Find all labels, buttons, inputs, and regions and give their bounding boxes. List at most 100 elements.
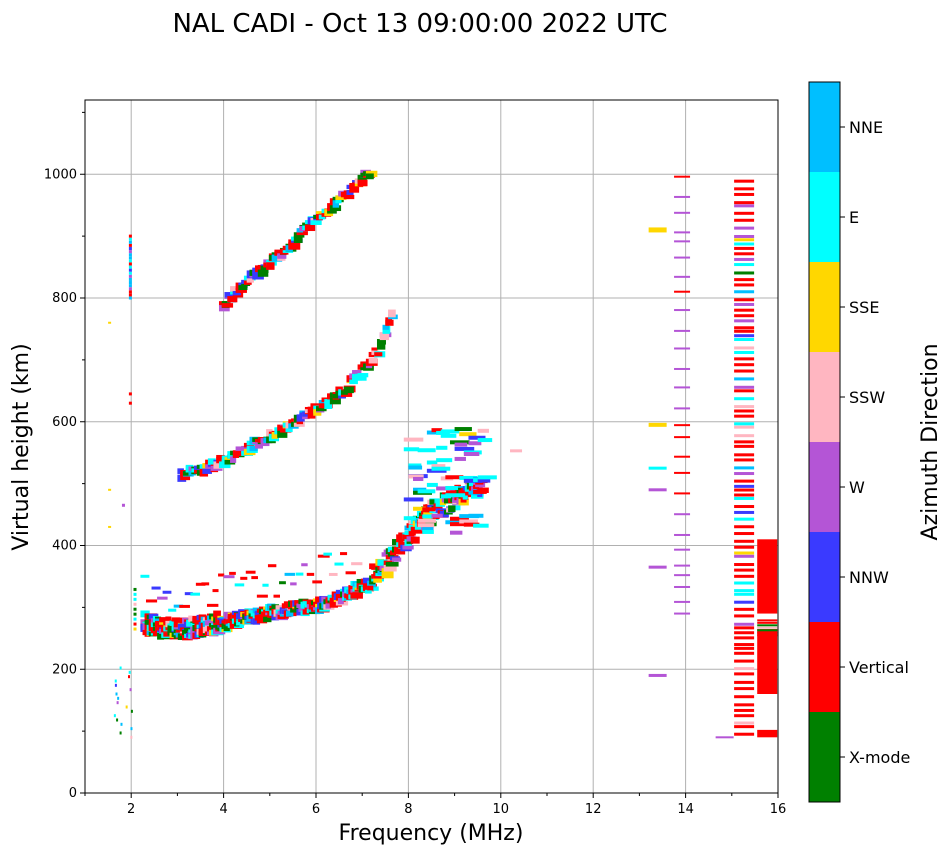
echo-pixel [734,242,755,246]
echo-pixel [734,409,755,413]
echo-pixel [251,576,258,580]
echo-pixel [151,586,161,590]
echo-pixel [373,577,382,583]
echo-pixel [403,437,424,442]
echo-pixel [234,583,245,587]
echo-pixel [648,565,667,569]
echo-pixel [734,350,755,354]
echo-pixel [734,636,755,640]
echo-pixel [365,173,374,180]
echo-pixel [715,736,734,739]
echo-pixel [235,287,247,293]
echo-pixel [301,563,308,567]
echo-pixel [734,581,755,585]
echo-pixel [266,262,275,270]
echo-pixel [734,338,755,342]
echo-pixel [213,610,221,618]
echo-pixel [454,446,475,451]
echo-pixel [734,554,755,558]
echo-pixel [385,317,393,325]
echo-pixel [271,604,280,609]
y-axis-ticks: 0 200 400 600 800 1000 [44,111,85,801]
echo-pixel [356,578,363,584]
echo-pixel [394,547,406,555]
echo-pixel [256,618,268,624]
echo-pixel [381,552,393,557]
echo-pixel [157,632,165,640]
echo-pixel [125,705,128,709]
echo-pixel [221,303,234,308]
echo-pixel [394,546,407,551]
echo-pixel [369,579,376,585]
echo-pixel [431,513,443,518]
echo-pixel [734,377,755,381]
echo-pixel [454,442,468,447]
echo-pixel [674,195,691,198]
echo-pixel [734,252,755,256]
echo-pixel [734,525,755,529]
echo-pixel [260,265,269,274]
echo-pixel [403,497,424,502]
echo-pixel [128,675,131,679]
echo-pixel [128,259,132,263]
echo-pixel [349,379,358,385]
echo-pixel [133,587,137,591]
echo-pixel [734,290,755,294]
x-tick-label: 12 [585,802,602,817]
echo-pixel [734,389,755,393]
y-tick-label: 600 [52,415,77,430]
echo-pixel [510,449,523,453]
echo-pixel [734,721,755,725]
echo-pixel [757,619,778,622]
echo-pixel [129,688,132,692]
echo-pixel [257,269,269,277]
echo-pixel [674,574,691,577]
echo-pixel [734,283,755,287]
echo-pixel [734,414,755,418]
echo-pixel [133,597,137,601]
echo-pixel [648,488,667,492]
echo-pixel [128,243,132,247]
x-tick-label: 2 [127,802,135,817]
echo-pixel [477,438,493,443]
echo-pixel [734,226,755,230]
echo-pixel [120,722,123,726]
colorbar-title: Azimuth Direction [918,343,943,540]
echo-pixel [263,616,272,623]
echo-pixel [734,444,755,448]
echo-pixel [408,465,423,470]
colorbar-label: E [849,208,859,227]
echo-pixel [128,670,131,674]
echo-pixel [377,559,388,566]
echo-pixel [128,237,132,241]
echo-pixel [128,287,132,291]
echo-pixel [426,430,444,435]
echo-pixel [285,610,294,617]
echo-pixel [295,572,304,576]
echo-pixel [133,592,137,596]
echo-pixel [734,695,755,699]
echo-pixel [267,564,277,568]
echo-pixel [351,562,363,566]
echo-pixel [224,292,235,298]
echo-pixel [201,582,210,586]
echo-pixel [734,204,755,208]
echo-pixel [734,385,755,389]
echo-pixel [379,332,390,341]
echo-pixel [245,570,256,574]
y-tick-label: 800 [52,291,77,306]
echo-pixel [734,357,755,361]
echo-pixel [184,592,193,596]
y-axis-label: Virtual height (km) [9,343,34,550]
echo-pixel [734,453,755,457]
echo-pixel [734,238,755,242]
echo-pixel [173,604,184,608]
plot-area [85,100,778,793]
echo-pixel [133,607,137,611]
plot-border [84,99,779,794]
echo-pixel [436,458,453,463]
echo-pixel [417,518,436,523]
echo-pixel [128,296,132,300]
echo-pixel [674,564,691,567]
echo-pixel [674,533,691,536]
